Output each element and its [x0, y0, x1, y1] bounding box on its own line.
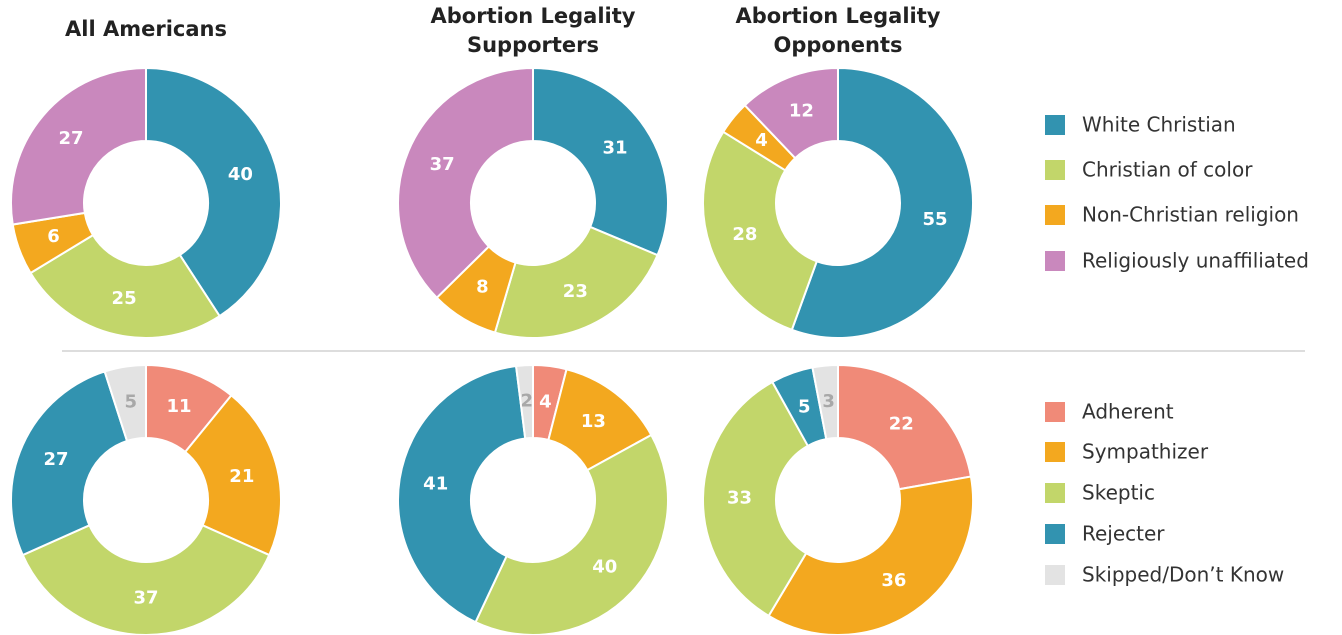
donut-slice — [493, 225, 659, 339]
slice-label: 4 — [539, 391, 552, 412]
donut-slice — [514, 363, 534, 440]
donut-slice — [103, 363, 147, 443]
legend-label: Christian of color — [1082, 158, 1253, 182]
donut-slice — [790, 66, 974, 339]
legend-swatch — [1045, 205, 1065, 225]
slice-label: 25 — [112, 288, 137, 309]
column-title: All Americans — [65, 17, 227, 41]
legend-swatch — [1045, 160, 1065, 180]
slice-label: 11 — [167, 396, 192, 417]
slice-label: 8 — [476, 277, 489, 298]
legend-swatch — [1045, 565, 1065, 585]
slice-label: 23 — [563, 281, 588, 302]
slice-label: 37 — [133, 588, 158, 609]
slice-label: 33 — [727, 487, 752, 508]
donut-slice — [145, 66, 282, 318]
legend-label: Adherent — [1082, 400, 1174, 424]
legend-label: Religiously unaffiliated — [1082, 249, 1309, 273]
slice-label: 21 — [229, 466, 254, 487]
slice-label: 5 — [798, 396, 811, 417]
legend-label: Sympathizer — [1082, 440, 1209, 464]
legend-label: Skeptic — [1082, 481, 1155, 505]
legend-swatch — [1045, 115, 1065, 135]
slice-label: 5 — [124, 392, 137, 413]
donut-slice — [21, 523, 271, 635]
donut-slice — [474, 433, 669, 635]
slice-label: 13 — [581, 411, 606, 432]
donut-slice — [702, 130, 819, 332]
donut-slice — [10, 66, 147, 226]
slice-label: 22 — [889, 414, 914, 435]
legend-label: White Christian — [1082, 113, 1236, 137]
slice-label: 27 — [44, 449, 69, 470]
slice-label: 2 — [521, 391, 534, 412]
donut-slice — [532, 66, 669, 257]
legend-swatch — [1045, 483, 1065, 503]
legend-swatch — [1045, 251, 1065, 271]
donut-slice — [183, 393, 282, 557]
legend-label: Rejecter — [1082, 522, 1165, 546]
slice-label: 40 — [592, 556, 617, 577]
legend-label: Non-Christian religion — [1082, 203, 1299, 227]
slice-label: 36 — [881, 570, 906, 591]
donut-slice — [811, 363, 839, 441]
donut-slice — [397, 66, 534, 300]
column-title: Abortion Legality Opponents — [735, 4, 941, 57]
slice-label: 3 — [822, 391, 835, 412]
donut-slice — [837, 363, 973, 491]
slice-label: 31 — [602, 137, 627, 158]
donut-slice — [29, 233, 222, 339]
donut-slice — [397, 364, 527, 624]
slice-label: 4 — [755, 130, 768, 151]
slice-label: 12 — [789, 101, 814, 122]
slice-label: 37 — [430, 154, 455, 175]
donut-slice — [10, 370, 129, 557]
slice-label: 28 — [732, 224, 757, 245]
legend-swatch — [1045, 524, 1065, 544]
legend-swatch — [1045, 442, 1065, 462]
slice-label: 6 — [47, 226, 60, 247]
slice-label: 41 — [423, 474, 448, 495]
slice-label: 55 — [922, 209, 947, 230]
legend-label: Skipped/Don’t Know — [1082, 563, 1284, 587]
column-title: Abortion Legality Supporters — [430, 4, 636, 57]
slice-label: 40 — [228, 164, 253, 185]
legend-swatch — [1045, 402, 1065, 422]
donut-slice — [767, 475, 974, 635]
donut-slice — [702, 380, 810, 618]
donut-slice — [743, 66, 839, 160]
slice-label: 27 — [58, 128, 83, 149]
